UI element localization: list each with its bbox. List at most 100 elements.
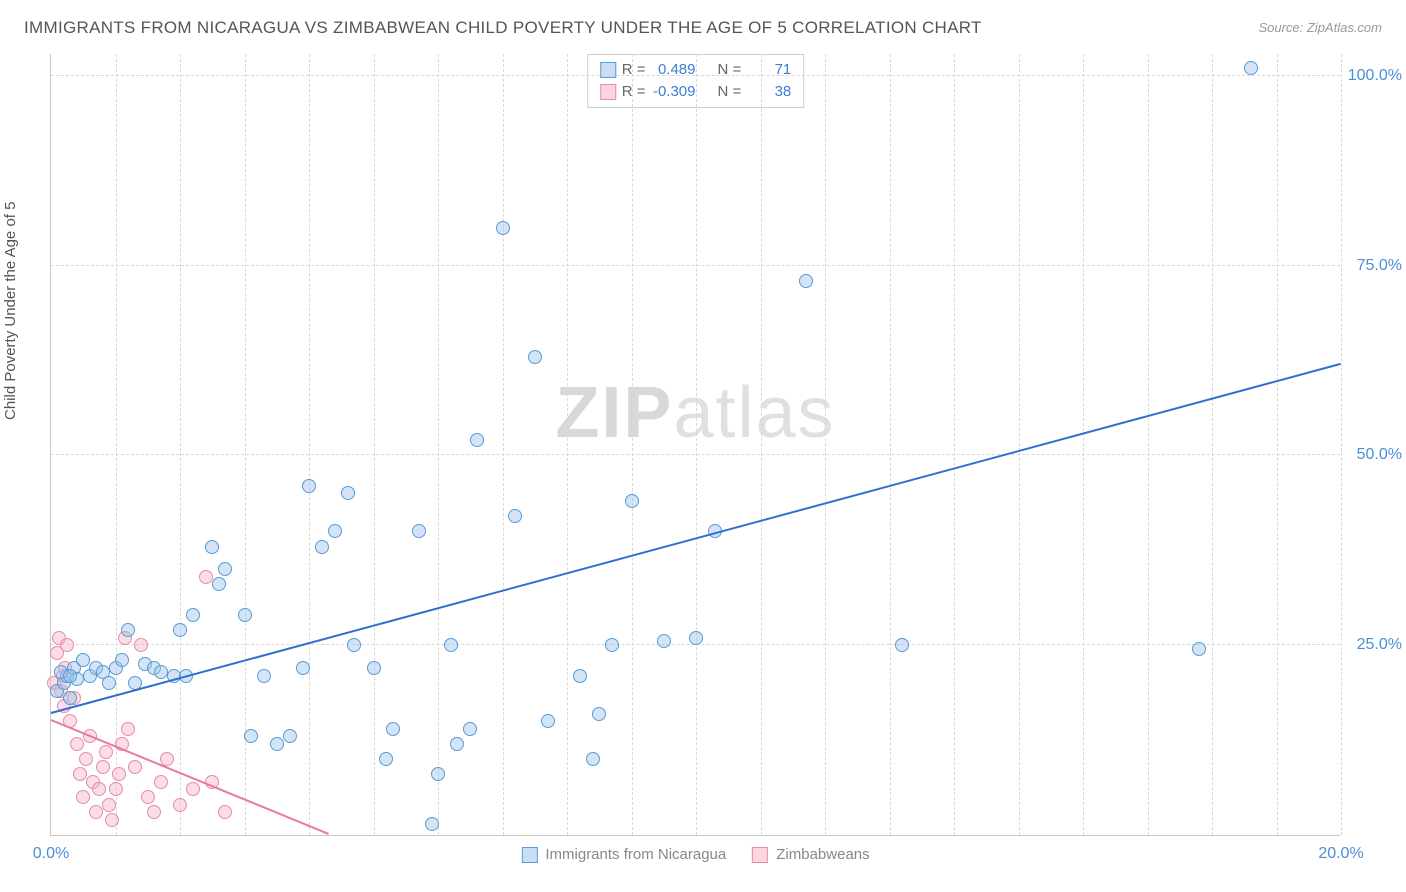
n-label: N =: [718, 81, 742, 103]
gridline-v: [1083, 54, 1084, 835]
gridline-v: [954, 54, 955, 835]
scatter-point-blue: [121, 623, 135, 637]
scatter-point-blue: [386, 722, 400, 736]
scatter-point-blue: [205, 540, 219, 554]
r-label: R =: [622, 59, 646, 81]
source-prefix: Source:: [1258, 20, 1306, 35]
scatter-point-blue: [154, 665, 168, 679]
swatch-pink: [752, 847, 768, 863]
scatter-point-blue: [450, 737, 464, 751]
scatter-point-pink: [89, 805, 103, 819]
watermark-light: atlas: [673, 373, 835, 453]
scatter-point-blue: [302, 479, 316, 493]
scatter-point-pink: [99, 745, 113, 759]
scatter-point-blue: [238, 608, 252, 622]
scatter-point-pink: [186, 782, 200, 796]
scatter-point-blue: [573, 669, 587, 683]
swatch-pink: [600, 84, 616, 100]
gridline-v: [1019, 54, 1020, 835]
gridline-v: [438, 54, 439, 835]
gridline-v: [567, 54, 568, 835]
scatter-point-pink: [60, 638, 74, 652]
y-tick-label: 100.0%: [1347, 67, 1402, 85]
scatter-point-pink: [109, 782, 123, 796]
gridline-v: [696, 54, 697, 835]
scatter-point-blue: [63, 691, 77, 705]
chart-title: IMMIGRANTS FROM NICARAGUA VS ZIMBABWEAN …: [24, 18, 982, 38]
scatter-point-blue: [431, 767, 445, 781]
gridline-v: [1148, 54, 1149, 835]
gridline-v: [825, 54, 826, 835]
scatter-point-blue: [605, 638, 619, 652]
gridline-v: [503, 54, 504, 835]
scatter-point-pink: [199, 570, 213, 584]
scatter-point-pink: [218, 805, 232, 819]
scatter-point-blue: [63, 669, 77, 683]
scatter-point-pink: [173, 798, 187, 812]
scatter-point-blue: [625, 494, 639, 508]
scatter-point-blue: [470, 433, 484, 447]
legend-item-pink: Zimbabweans: [752, 846, 869, 863]
gridline-v: [180, 54, 181, 835]
scatter-point-pink: [147, 805, 161, 819]
scatter-point-blue: [689, 631, 703, 645]
scatter-point-pink: [112, 767, 126, 781]
scatter-point-pink: [154, 775, 168, 789]
scatter-point-blue: [541, 714, 555, 728]
gridline-v: [761, 54, 762, 835]
x-tick-label: 20.0%: [1318, 845, 1363, 863]
scatter-point-blue: [444, 638, 458, 652]
scatter-point-pink: [76, 790, 90, 804]
source-label: Source: ZipAtlas.com: [1258, 20, 1382, 35]
gridline-v: [1212, 54, 1213, 835]
scatter-point-blue: [379, 752, 393, 766]
scatter-point-blue: [496, 221, 510, 235]
gridline-v: [374, 54, 375, 835]
scatter-point-blue: [115, 653, 129, 667]
scatter-point-pink: [70, 737, 84, 751]
scatter-point-blue: [586, 752, 600, 766]
scatter-point-pink: [128, 760, 142, 774]
y-axis-label: Child Poverty Under the Age of 5: [2, 202, 19, 420]
n-value-pink: 38: [747, 81, 791, 103]
y-tick-label: 25.0%: [1347, 636, 1402, 654]
scatter-point-blue: [592, 707, 606, 721]
legend-label-blue: Immigrants from Nicaragua: [545, 846, 726, 863]
r-label: R =: [622, 81, 646, 103]
legend-item-blue: Immigrants from Nicaragua: [521, 846, 726, 863]
scatter-point-pink: [92, 782, 106, 796]
scatter-point-pink: [134, 638, 148, 652]
scatter-point-blue: [528, 350, 542, 364]
watermark-bold: ZIP: [555, 373, 673, 453]
scatter-point-blue: [799, 274, 813, 288]
scatter-point-blue: [367, 661, 381, 675]
scatter-point-blue: [425, 817, 439, 831]
scatter-point-blue: [1244, 61, 1258, 75]
scatter-point-blue: [296, 661, 310, 675]
scatter-point-blue: [270, 737, 284, 751]
scatter-point-blue: [257, 669, 271, 683]
r-value-pink: -0.309: [652, 81, 696, 103]
scatter-point-blue: [328, 524, 342, 538]
scatter-point-blue: [283, 729, 297, 743]
source-value: ZipAtlas.com: [1307, 20, 1382, 35]
scatter-point-blue: [186, 608, 200, 622]
x-tick-label: 0.0%: [33, 845, 69, 863]
scatter-point-pink: [79, 752, 93, 766]
scatter-point-pink: [141, 790, 155, 804]
gridline-v: [309, 54, 310, 835]
scatter-point-blue: [244, 729, 258, 743]
scatter-point-blue: [76, 653, 90, 667]
scatter-point-pink: [105, 813, 119, 827]
scatter-point-blue: [212, 577, 226, 591]
scatter-point-pink: [73, 767, 87, 781]
scatter-point-blue: [412, 524, 426, 538]
scatter-point-blue: [173, 623, 187, 637]
scatter-point-blue: [508, 509, 522, 523]
scatter-point-blue: [315, 540, 329, 554]
scatter-point-blue: [102, 676, 116, 690]
legend-series: Immigrants from Nicaragua Zimbabweans: [521, 846, 869, 863]
scatter-point-pink: [102, 798, 116, 812]
scatter-point-blue: [347, 638, 361, 652]
r-value-blue: 0.489: [652, 59, 696, 81]
